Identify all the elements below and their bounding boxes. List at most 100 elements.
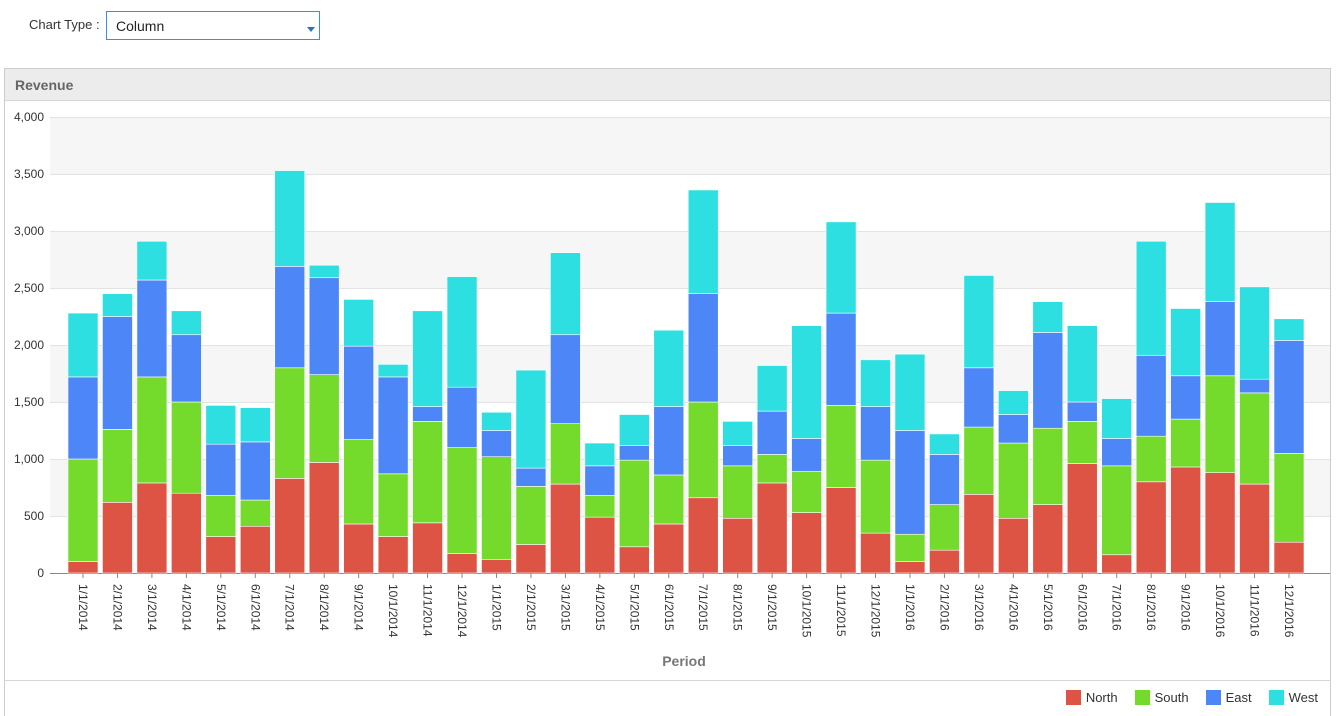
bar-south-8/1/2016[interactable]	[1135, 435, 1167, 483]
bar-north-6/1/2015[interactable]	[653, 523, 685, 574]
bar-west-7/1/2016[interactable]	[1101, 398, 1133, 439]
bar-south-8/1/2015[interactable]	[722, 465, 753, 519]
bar-west-10/1/2014[interactable]	[377, 364, 409, 378]
bar-north-11/1/2016[interactable]	[1239, 483, 1270, 574]
bar-north-8/1/2016[interactable]	[1135, 481, 1167, 574]
bar-east-12/1/2014[interactable]	[446, 386, 478, 448]
chart-type-select[interactable]: Column	[106, 11, 320, 40]
bar-west-10/1/2016[interactable]	[1204, 202, 1236, 302]
bar-south-1/1/2014[interactable]	[67, 458, 99, 562]
bar-north-1/1/2016[interactable]	[894, 561, 926, 574]
bar-south-8/1/2014[interactable]	[308, 374, 340, 463]
bar-east-10/1/2015[interactable]	[791, 438, 822, 472]
bar-east-6/1/2015[interactable]	[653, 406, 685, 476]
bar-west-6/1/2014[interactable]	[239, 407, 271, 443]
bar-west-5/1/2016[interactable]	[1032, 301, 1064, 333]
bar-west-1/1/2016[interactable]	[894, 353, 926, 431]
bar-north-2/1/2015[interactable]	[515, 544, 547, 574]
bar-east-7/1/2015[interactable]	[687, 293, 719, 403]
bar-south-11/1/2016[interactable]	[1239, 392, 1270, 485]
bar-east-7/1/2014[interactable]	[274, 266, 306, 369]
bar-south-6/1/2014[interactable]	[239, 499, 271, 527]
bar-south-1/1/2015[interactable]	[481, 456, 512, 560]
bar-north-3/1/2016[interactable]	[963, 494, 995, 574]
bar-north-5/1/2015[interactable]	[619, 546, 650, 574]
bar-west-8/1/2015[interactable]	[722, 421, 753, 446]
bar-south-6/1/2016[interactable]	[1066, 421, 1098, 464]
bar-west-7/1/2015[interactable]	[687, 189, 719, 294]
bar-north-10/1/2014[interactable]	[377, 536, 409, 574]
bar-north-4/1/2015[interactable]	[584, 516, 616, 574]
bar-north-10/1/2016[interactable]	[1204, 472, 1236, 574]
bar-south-5/1/2014[interactable]	[205, 495, 237, 537]
bar-east-3/1/2014[interactable]	[136, 279, 168, 378]
bar-south-9/1/2015[interactable]	[756, 454, 788, 484]
bar-south-6/1/2015[interactable]	[653, 474, 685, 525]
bar-east-4/1/2016[interactable]	[998, 414, 1029, 444]
chevron-down-icon[interactable]	[307, 27, 315, 32]
bar-east-5/1/2014[interactable]	[205, 443, 237, 496]
bar-north-8/1/2015[interactable]	[722, 517, 753, 574]
legend-item-east[interactable]: East	[1205, 690, 1252, 705]
bar-south-7/1/2016[interactable]	[1101, 465, 1133, 556]
bar-south-12/1/2016[interactable]	[1273, 452, 1305, 543]
bar-east-11/1/2016[interactable]	[1239, 378, 1270, 394]
bar-south-3/1/2014[interactable]	[136, 376, 168, 484]
bar-south-3/1/2015[interactable]	[550, 423, 581, 485]
bar-east-8/1/2016[interactable]	[1135, 354, 1167, 437]
bar-east-2/1/2016[interactable]	[929, 454, 960, 505]
bar-east-9/1/2015[interactable]	[756, 410, 788, 455]
bar-east-4/1/2015[interactable]	[584, 465, 616, 496]
bar-north-8/1/2014[interactable]	[308, 462, 340, 574]
bar-west-8/1/2014[interactable]	[308, 264, 340, 279]
bar-west-7/1/2014[interactable]	[274, 170, 306, 267]
bar-west-3/1/2016[interactable]	[963, 275, 995, 369]
bar-north-9/1/2015[interactable]	[756, 482, 788, 574]
bar-west-12/1/2016[interactable]	[1273, 318, 1305, 341]
bar-east-12/1/2016[interactable]	[1273, 340, 1305, 454]
bar-south-5/1/2016[interactable]	[1032, 427, 1064, 505]
bar-east-10/1/2014[interactable]	[377, 376, 409, 475]
bar-north-4/1/2016[interactable]	[998, 517, 1029, 574]
bar-east-9/1/2016[interactable]	[1170, 375, 1201, 420]
bar-south-3/1/2016[interactable]	[963, 426, 995, 495]
bar-east-1/1/2014[interactable]	[67, 376, 99, 460]
bar-south-10/1/2015[interactable]	[791, 471, 822, 513]
bar-north-9/1/2016[interactable]	[1170, 466, 1201, 574]
bar-west-11/1/2016[interactable]	[1239, 286, 1270, 380]
bar-east-5/1/2015[interactable]	[619, 445, 650, 461]
bar-east-2/1/2015[interactable]	[515, 467, 547, 487]
bar-north-11/1/2014[interactable]	[412, 522, 443, 574]
legend-item-north[interactable]: North	[1065, 690, 1118, 705]
bar-west-6/1/2016[interactable]	[1066, 325, 1098, 403]
bar-west-11/1/2015[interactable]	[825, 221, 857, 314]
bar-west-9/1/2015[interactable]	[756, 365, 788, 412]
bar-west-2/1/2015[interactable]	[515, 369, 547, 469]
bar-north-7/1/2016[interactable]	[1101, 554, 1133, 574]
bar-west-3/1/2015[interactable]	[550, 252, 581, 336]
bar-south-12/1/2014[interactable]	[446, 447, 478, 554]
bar-east-2/1/2014[interactable]	[102, 316, 133, 430]
bar-east-3/1/2016[interactable]	[963, 367, 995, 428]
bar-east-1/1/2016[interactable]	[894, 430, 926, 535]
bar-south-9/1/2016[interactable]	[1170, 418, 1201, 468]
bar-east-9/1/2014[interactable]	[343, 345, 374, 440]
bar-east-7/1/2016[interactable]	[1101, 438, 1133, 467]
bar-north-2/1/2014[interactable]	[102, 502, 133, 574]
bar-east-4/1/2014[interactable]	[171, 334, 202, 403]
bar-west-4/1/2015[interactable]	[584, 442, 616, 467]
bar-north-10/1/2015[interactable]	[791, 512, 822, 574]
bar-south-12/1/2015[interactable]	[860, 459, 891, 534]
bar-east-5/1/2016[interactable]	[1032, 332, 1064, 429]
bar-east-1/1/2015[interactable]	[481, 430, 512, 458]
bar-south-7/1/2014[interactable]	[274, 367, 306, 479]
bar-south-7/1/2015[interactable]	[687, 401, 719, 499]
legend-item-south[interactable]: South	[1134, 690, 1189, 705]
bar-north-5/1/2014[interactable]	[205, 536, 237, 574]
bar-east-6/1/2014[interactable]	[239, 441, 271, 501]
bar-north-6/1/2014[interactable]	[239, 525, 271, 574]
bar-west-1/1/2014[interactable]	[67, 312, 99, 378]
bar-south-2/1/2015[interactable]	[515, 486, 547, 545]
bar-south-10/1/2016[interactable]	[1204, 375, 1236, 473]
bar-north-2/1/2016[interactable]	[929, 549, 960, 574]
